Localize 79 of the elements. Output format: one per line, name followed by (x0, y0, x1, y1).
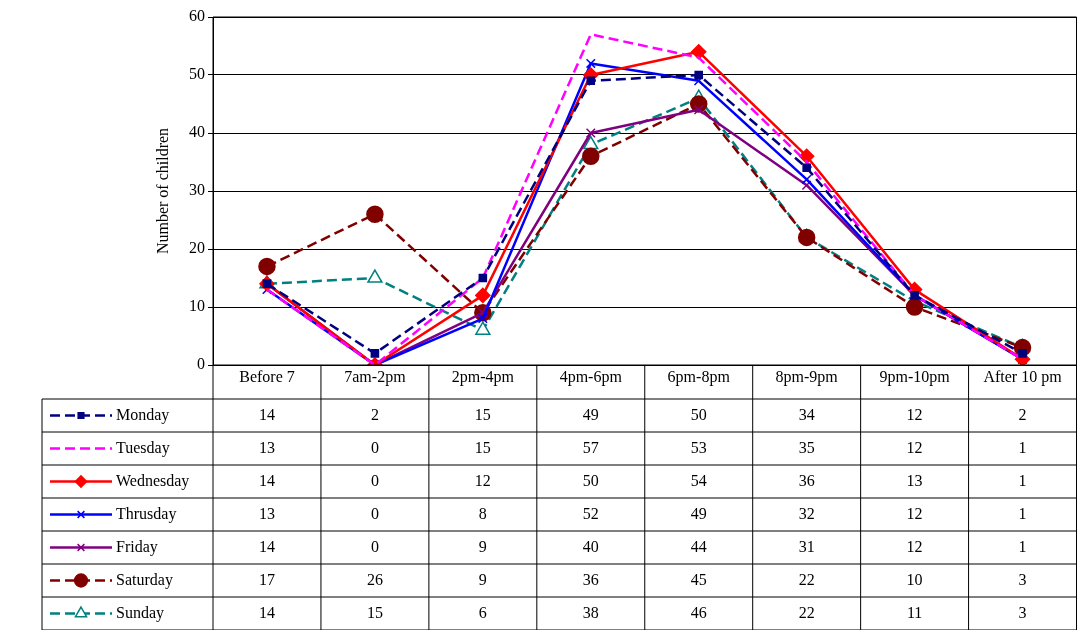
y-tick-label: 10 (189, 297, 205, 315)
data-label: 53 (690, 438, 707, 456)
data-label: 3 (1018, 570, 1027, 588)
data-label: 15 (366, 603, 383, 621)
data-label: 12 (906, 504, 923, 522)
data-label: 22 (798, 570, 815, 588)
x-tick-label: 7am-2pm (344, 367, 407, 386)
legend-label: Wednesday (116, 471, 190, 490)
data-label: 12 (906, 438, 923, 456)
x-tick-label: Before 7 (239, 367, 295, 385)
legend-label: Monday (116, 405, 170, 424)
data-label: 49 (690, 504, 707, 522)
legend-label: Tuesday (116, 438, 170, 457)
data-label: 32 (798, 504, 815, 522)
data-label: 0 (370, 504, 379, 522)
data-label: 13 (258, 438, 275, 456)
x-tick-label: 2pm-4pm (451, 367, 515, 386)
data-label: 15 (474, 405, 491, 423)
data-label: 31 (798, 537, 815, 555)
data-label: 2 (1018, 405, 1027, 423)
data-label: 8 (478, 504, 487, 522)
y-tick-label: 40 (189, 123, 205, 141)
x-tick-label: 9pm-10pm (879, 367, 951, 386)
data-label: 1 (1018, 471, 1027, 489)
data-label: 14 (258, 537, 275, 555)
data-label: 3 (1018, 603, 1027, 621)
data-label: 14 (258, 471, 275, 489)
data-label: 2 (370, 405, 379, 423)
data-label: 0 (370, 537, 379, 555)
data-label: 54 (690, 471, 707, 489)
data-label: 9 (478, 570, 487, 588)
y-tick-label: 60 (189, 7, 205, 25)
data-label: 50 (582, 471, 599, 489)
y-tick-label: 20 (189, 239, 205, 257)
data-label: 13 (906, 471, 923, 489)
data-label: 46 (690, 603, 707, 621)
data-label: 35 (798, 438, 815, 456)
data-label: 15 (474, 438, 491, 456)
y-axis-title: Number of children (153, 127, 171, 255)
data-label: 40 (582, 537, 599, 555)
data-label: 1 (1018, 438, 1027, 456)
data-label: 17 (258, 570, 275, 588)
x-tick-label: 6pm-8pm (667, 367, 731, 386)
legend-label: Thrusday (116, 504, 177, 523)
data-label: 11 (906, 603, 923, 621)
data-label: 1 (1018, 504, 1027, 522)
data-label: 26 (366, 570, 383, 588)
x-tick-label: 4pm-6pm (559, 367, 623, 386)
data-label: 45 (690, 570, 707, 588)
data-label: 0 (370, 438, 379, 456)
data-label: 34 (798, 405, 815, 423)
legend-label: Sunday (116, 603, 164, 622)
x-tick-label: 8pm-9pm (775, 367, 839, 386)
data-label: 6 (478, 603, 487, 621)
y-tick-label: 0 (197, 355, 205, 373)
y-tick-label: 50 (189, 65, 205, 83)
data-label: 13 (258, 504, 275, 522)
data-label: 0 (370, 471, 379, 489)
legend-label: Friday (116, 537, 158, 556)
data-label: 12 (474, 471, 491, 489)
data-label: 44 (690, 537, 707, 555)
data-label: 50 (690, 405, 707, 423)
data-label: 1 (1018, 537, 1027, 555)
data-label: 14 (258, 603, 275, 621)
data-label: 38 (582, 603, 599, 621)
data-label: 12 (906, 405, 923, 423)
data-label: 22 (798, 603, 815, 621)
data-label: 10 (906, 570, 923, 588)
data-label: 52 (582, 504, 599, 522)
data-label: 49 (582, 405, 599, 423)
x-tick-label: After 10 pm (983, 367, 1063, 386)
legend-label: Saturday (116, 570, 173, 589)
data-label: 14 (258, 405, 275, 423)
data-label: 12 (906, 537, 923, 555)
data-label: 36 (582, 570, 599, 588)
data-label: 57 (582, 438, 599, 456)
data-label: 36 (798, 471, 815, 489)
data-label: 9 (478, 537, 487, 555)
y-tick-label: 30 (189, 181, 205, 199)
